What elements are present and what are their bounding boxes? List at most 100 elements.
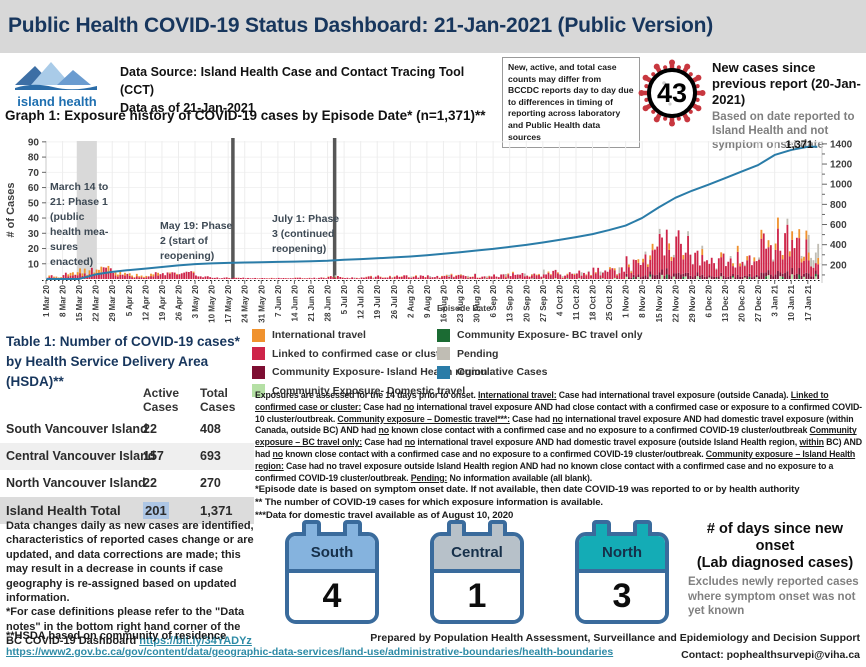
table-row: South Vancouver Island 22 408 (6, 422, 221, 436)
legend-swatch-international-travel (252, 328, 265, 342)
days-since-onset-title: # of days since new onset (706, 521, 844, 554)
svg-text:30 Aug 20: 30 Aug 20 (473, 284, 482, 322)
days-since-onset-block: # of days since new onset (Lab diagnosed… (686, 521, 864, 619)
legend-item: Community Exposure- Island Health region (252, 363, 487, 382)
svg-text:200: 200 (830, 260, 847, 271)
svg-text:1 Nov 20: 1 Nov 20 (622, 284, 631, 317)
svg-text:24 May 20: 24 May 20 (241, 284, 250, 322)
graph-title: Graph 1: Exposure history of COVID-19 ca… (5, 108, 486, 123)
svg-text:400: 400 (830, 240, 847, 251)
svg-text:6 Dec 20: 6 Dec 20 (704, 284, 713, 317)
svg-text:1,371: 1,371 (785, 139, 813, 151)
svg-text:7 Jun 20: 7 Jun 20 (274, 284, 283, 317)
svg-text:14 Jun 20: 14 Jun 20 (290, 284, 299, 321)
svg-text:sures: sures (50, 241, 78, 253)
svg-text:15 Mar 20: 15 Mar 20 (75, 284, 84, 321)
chart-legend-column-2: Community Exposure- BC travel only Pendi… (437, 326, 652, 382)
calendar-north-label: North (579, 536, 665, 573)
svg-text:reopening): reopening) (160, 250, 214, 262)
svg-text:(public: (public (50, 211, 85, 223)
svg-text:25 Oct 20: 25 Oct 20 (605, 284, 614, 320)
table-row: North Vancouver Island 22 270 (6, 476, 221, 490)
svg-text:2 Aug 20: 2 Aug 20 (406, 284, 415, 318)
svg-text:20 Dec 20: 20 Dec 20 (738, 284, 747, 321)
svg-text:2 (start of: 2 (start of (160, 235, 208, 247)
mountain-logo-icon (15, 62, 97, 90)
svg-text:5 Jul 20: 5 Jul 20 (340, 284, 349, 314)
legend-item: Cumulative Cases (437, 363, 652, 382)
legend-swatch-cumulative-cases (437, 365, 450, 379)
calendar-south-days: 4 (289, 573, 375, 620)
svg-text:22 Nov 20: 22 Nov 20 (671, 284, 680, 322)
svg-text:50: 50 (28, 198, 40, 209)
page-title: Public Health COVID-19 Status Dashboard:… (8, 14, 714, 37)
svg-text:18 Oct 20: 18 Oct 20 (589, 284, 598, 320)
svg-text:70: 70 (28, 168, 40, 179)
svg-text:8 Nov 20: 8 Nov 20 (638, 284, 647, 317)
svg-text:May 19: Phase: May 19: Phase (160, 220, 233, 232)
svg-text:90: 90 (28, 137, 40, 148)
svg-text:16 Aug 20: 16 Aug 20 (439, 284, 448, 322)
svg-text:8 Mar 20: 8 Mar 20 (59, 284, 68, 317)
health-boundaries-link-wrap: https://www2.gov.bc.ca/gov/content/data/… (6, 646, 613, 658)
contact-text: Contact: pophealthsurvepi@viha.ca (681, 649, 860, 661)
data-source-line2: Data as of 21-Jan-2021 (120, 101, 255, 115)
bccdc-disclaimer-box: New, active, and total case counts may d… (502, 57, 640, 149)
svg-text:600: 600 (830, 220, 847, 231)
svg-text:40: 40 (28, 214, 40, 225)
svg-text:1200: 1200 (830, 160, 853, 171)
footnote-domestic-travel: ***Data for domestic travel available as… (255, 509, 514, 521)
svg-text:26 Jul 20: 26 Jul 20 (390, 284, 399, 318)
virus-badge-icon (638, 59, 706, 127)
svg-text:19 Jul 20: 19 Jul 20 (373, 284, 382, 318)
svg-text:27 Dec 20: 27 Dec 20 (754, 284, 763, 321)
health-boundaries-link[interactable]: https://www2.gov.bc.ca/gov/content/data/… (6, 646, 614, 658)
svg-text:21: Phase 1: 21: Phase 1 (50, 196, 108, 208)
legend-item: Community Exposure- BC travel only (437, 326, 652, 345)
svg-text:29 Nov 20: 29 Nov 20 (688, 284, 697, 322)
svg-text:Episode Date: Episode Date (437, 303, 491, 313)
prepared-by-text: Prepared by Population Health Assessment… (370, 632, 860, 644)
svg-text:10 Jan 21: 10 Jan 21 (787, 284, 796, 321)
svg-text:10: 10 (28, 259, 40, 270)
svg-text:10 May 20: 10 May 20 (208, 284, 217, 322)
svg-text:reopening): reopening) (272, 243, 326, 255)
svg-text:3 (continued: 3 (continued (272, 228, 334, 240)
svg-text:3 May 20: 3 May 20 (191, 284, 200, 318)
exposure-definitions-notes: Exposures are assessed for the 14 days p… (255, 390, 862, 522)
svg-text:21 Jun 20: 21 Jun 20 (307, 284, 316, 321)
svg-text:enacted): enacted) (50, 256, 93, 268)
calendar-south: South 4 (285, 520, 379, 624)
table-title: Table 1: Number of COVID-19 cases* by He… (6, 334, 240, 389)
svg-text:31 May 20: 31 May 20 (257, 284, 266, 322)
footnote-episode-date: *Episode date is based on symptom onset … (255, 484, 800, 496)
legend-swatch-linked-case (252, 347, 265, 361)
svg-text:4 Oct 20: 4 Oct 20 (555, 284, 564, 316)
calendar-north-days: 3 (579, 573, 665, 620)
svg-text:15 Nov 20: 15 Nov 20 (655, 284, 664, 322)
data-source: Data Source: Island Health Case and Cont… (120, 63, 480, 117)
bc-dashboard-link[interactable]: https://bit.ly/34YADYz (139, 635, 252, 648)
exposure-history-chart: 10 20 30 40 50 60 70 80 90 200 400 600 800 1000 1200 14… (5, 137, 853, 322)
legend-item: Linked to confirmed case or cluster (252, 345, 467, 364)
svg-text:26 Apr 20: 26 Apr 20 (174, 284, 183, 320)
legend-item: Community Exposure- Domestic travel (252, 382, 467, 401)
svg-text:20: 20 (28, 244, 40, 255)
svg-text:3 Jan 21: 3 Jan 21 (771, 284, 780, 316)
svg-text:13 Dec 20: 13 Dec 20 (721, 284, 730, 321)
days-since-onset-title2: (Lab diagnosed cases) (696, 555, 854, 571)
legend-item: Pending (437, 345, 652, 364)
data-change-note: Data changes daily as new cases are iden… (6, 520, 254, 648)
highlighted-active-total: 201 (143, 502, 169, 519)
title-bar: Public Health COVID-19 Status Dashboard:… (0, 0, 866, 53)
svg-text:1 Mar 20: 1 Mar 20 (42, 284, 51, 317)
svg-text:19 Apr 20: 19 Apr 20 (158, 284, 167, 320)
svg-text:health mea-: health mea- (50, 226, 109, 238)
svg-text:12 Jul 20: 12 Jul 20 (357, 284, 366, 318)
legend-swatch-domestic-travel (252, 384, 265, 398)
data-source-line1: Data Source: Island Health Case and Cont… (120, 65, 465, 97)
svg-text:28 Jun 20: 28 Jun 20 (324, 284, 333, 321)
svg-text:# of Cases: # of Cases (5, 182, 17, 237)
svg-text:6 Sep 20: 6 Sep 20 (489, 284, 498, 317)
